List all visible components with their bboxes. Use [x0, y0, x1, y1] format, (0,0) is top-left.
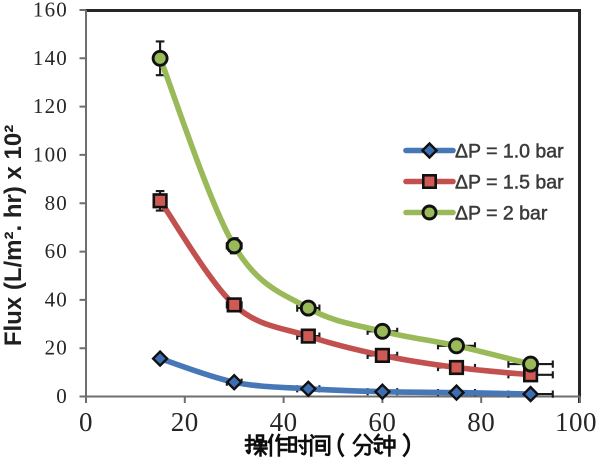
svg-text:20: 20 — [45, 336, 68, 360]
svg-text:160: 160 — [33, 0, 68, 22]
svg-text:40: 40 — [270, 407, 298, 437]
svg-text:80: 80 — [467, 407, 495, 437]
svg-text:ΔP = 1.5 bar: ΔP = 1.5 bar — [455, 172, 564, 194]
svg-text:60: 60 — [45, 239, 68, 263]
svg-text:ΔP = 2 bar: ΔP = 2 bar — [455, 203, 548, 225]
svg-text:ΔP = 1.0 bar: ΔP = 1.0 bar — [455, 141, 564, 163]
svg-text:40: 40 — [45, 287, 68, 311]
svg-text:60: 60 — [368, 407, 396, 437]
svg-text:Flux (L/m². hr) x 10²: Flux (L/m². hr) x 10² — [0, 125, 27, 346]
svg-text:80: 80 — [45, 191, 68, 215]
svg-text:120: 120 — [33, 94, 68, 118]
svg-text:140: 140 — [33, 46, 68, 70]
svg-text:100: 100 — [33, 142, 68, 166]
svg-text:0: 0 — [79, 407, 93, 437]
svg-text:20: 20 — [171, 407, 199, 437]
svg-text:100: 100 — [555, 407, 597, 437]
svg-text:0: 0 — [56, 384, 68, 408]
